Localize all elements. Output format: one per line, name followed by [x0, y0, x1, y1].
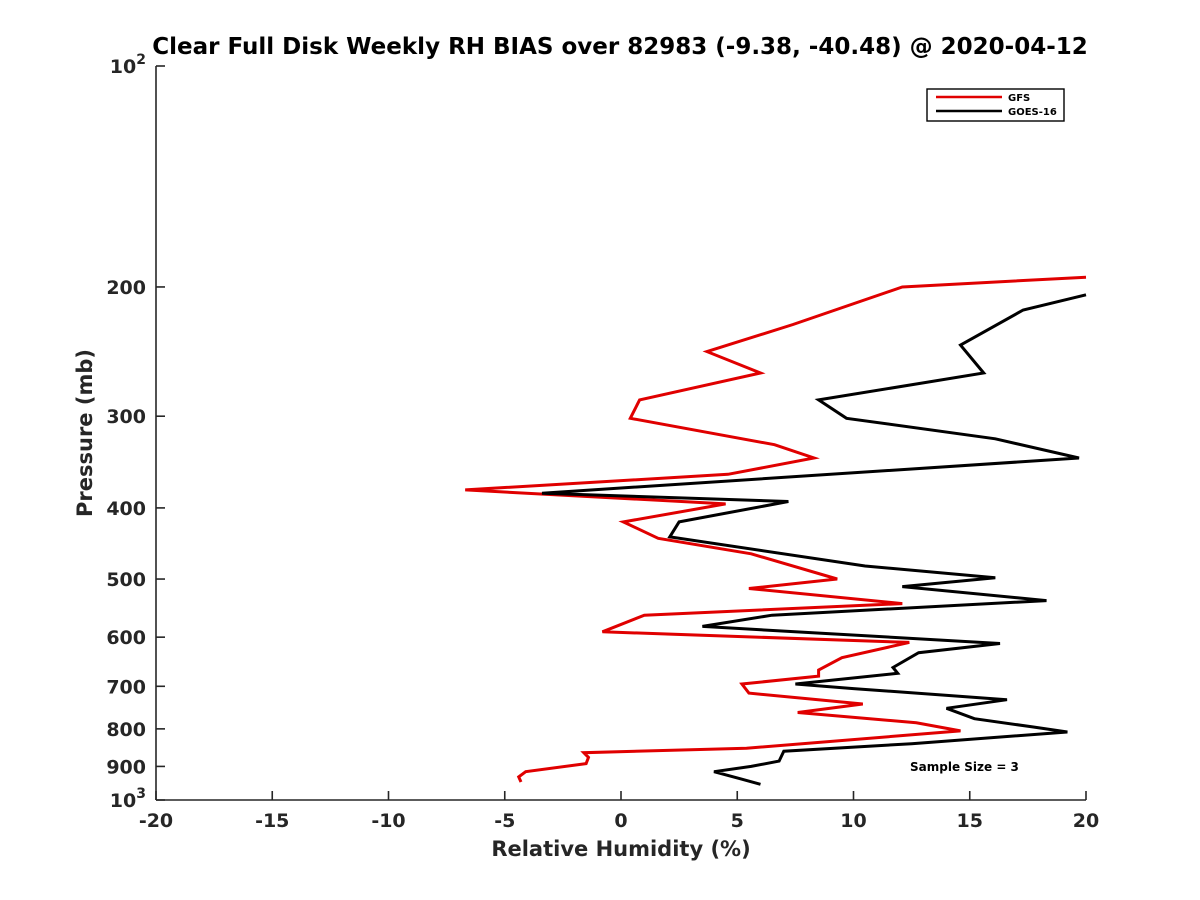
legend: GFS GOES-16: [926, 88, 1065, 122]
x-tick-label: -15: [255, 810, 289, 832]
y-tick-label: 600: [106, 627, 146, 649]
y-tick-label: 500: [106, 569, 146, 591]
x-tick-label: 20: [1073, 810, 1099, 832]
x-tick-label: 5: [731, 810, 744, 832]
legend-box: [926, 88, 1065, 122]
x-tick-label: -20: [139, 810, 173, 832]
x-tick-label: 0: [614, 810, 627, 832]
y-tick-label: 700: [106, 676, 146, 698]
x-axis-label: Relative Humidity (%): [491, 837, 750, 861]
y-tick-label: 103: [110, 786, 146, 812]
y-tick-label: 200: [106, 277, 146, 299]
x-ticks: -20 -15 -10 -5 0 5 10 15 20: [139, 791, 1099, 832]
legend-label-gfs: GFS: [1008, 93, 1030, 104]
x-tick-label: -5: [494, 810, 515, 832]
legend-label-goes16: GOES-16: [1008, 107, 1057, 118]
y-tick-label: 800: [106, 719, 146, 741]
y-tick-label: 300: [106, 406, 146, 428]
y-ticks: 102 200 300 400 500 600 700 800 900 103: [106, 52, 165, 812]
y-axis-label: Pressure (mb): [73, 349, 97, 517]
series-line-goes16: [541, 293, 1087, 786]
x-tick-label: -10: [371, 810, 405, 832]
series-layer: [465, 275, 1087, 786]
y-tick-label: 900: [106, 756, 146, 778]
chart-title: Clear Full Disk Weekly RH BIAS over 8298…: [152, 34, 1088, 60]
x-tick-label: 10: [840, 810, 866, 832]
y-tick-label: 102: [110, 52, 146, 78]
sample-size-annotation: Sample Size = 3: [910, 760, 1019, 774]
series-line-gfs: [465, 275, 1087, 783]
x-tick-label: 15: [957, 810, 983, 832]
y-tick-label: 400: [106, 498, 146, 520]
